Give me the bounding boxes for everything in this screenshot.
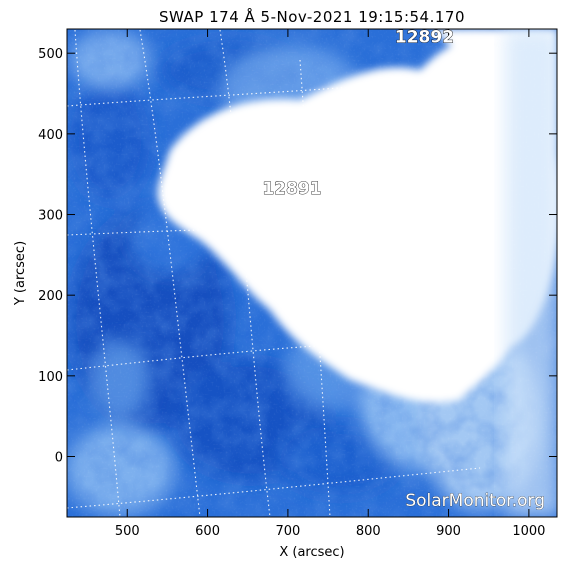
x-tick-label: 900 bbox=[436, 524, 461, 539]
heliographic-grid bbox=[67, 29, 481, 517]
x-tick-label: 700 bbox=[275, 524, 300, 539]
x-tick-label: 1000 bbox=[512, 524, 545, 539]
x-tick-label: 600 bbox=[195, 524, 220, 539]
solarmonitor-watermark: SolarMonitor.org bbox=[405, 491, 545, 511]
y-tick-label: 200 bbox=[38, 289, 63, 304]
plot-frame bbox=[66, 28, 558, 518]
y-tick-label: 400 bbox=[38, 128, 63, 143]
figure-title: SWAP 174 Å 5-Nov-2021 19:15:54.170 bbox=[159, 7, 465, 26]
y-tick-label: 0 bbox=[55, 451, 63, 466]
y-tick-label: 100 bbox=[38, 370, 63, 385]
x-tick-label: 800 bbox=[356, 524, 381, 539]
solar-image bbox=[67, 29, 557, 517]
x-axis-ticks: 500 600 700 800 900 1000 bbox=[115, 29, 545, 539]
region-label: 12891 bbox=[262, 179, 321, 199]
x-tick-label: 500 bbox=[115, 524, 140, 539]
x-axis-title: X (arcsec) bbox=[279, 545, 344, 560]
y-axis-ticks: 0 100 200 300 400 500 bbox=[38, 47, 557, 466]
y-axis-title: Y (arcsec) bbox=[13, 241, 28, 306]
region-label: 12892 bbox=[395, 27, 454, 47]
region-labels: 12891 12892 bbox=[262, 27, 454, 199]
y-tick-label: 500 bbox=[38, 47, 63, 62]
y-tick-label: 300 bbox=[38, 209, 63, 224]
